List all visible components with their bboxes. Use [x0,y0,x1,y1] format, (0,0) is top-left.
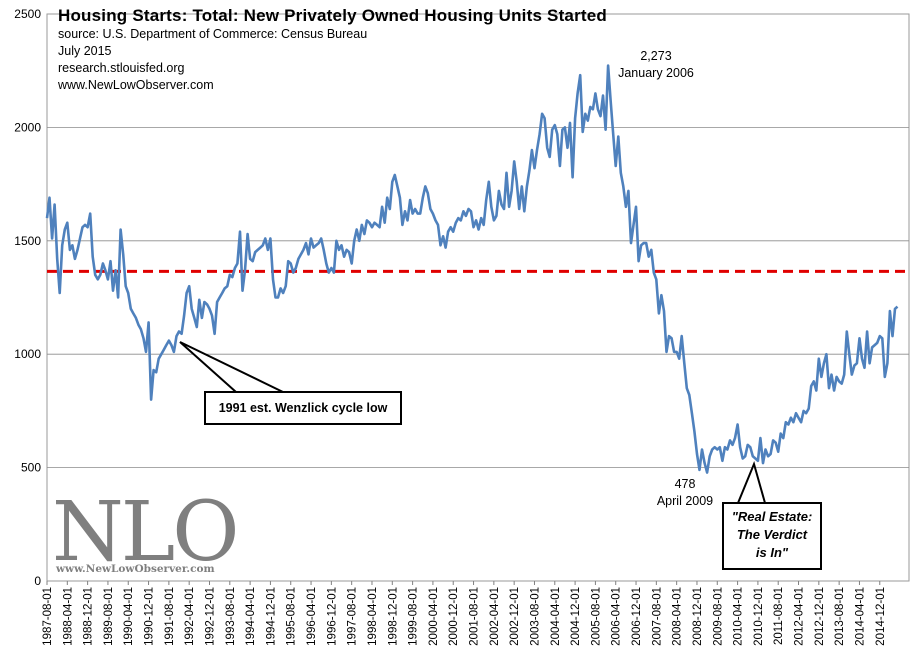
chart-header: Housing Starts: Total: New Privately Own… [58,6,607,94]
x-tick-label: 2006-12-01 [631,587,643,646]
x-tick-label: 1998-12-01 [387,587,399,646]
research-line: research.stlouisfed.org [58,61,185,75]
x-tick-label: 2003-08-01 [529,587,541,646]
x-tick-label: 1999-08-01 [408,587,420,646]
callout-verdict-line-1: "Real Estate: [731,509,813,524]
y-tick-label: 2000 [14,120,41,134]
source-line: source: U.S. Department of Commerce: Cen… [58,27,368,41]
y-tick-label: 500 [21,461,41,475]
x-tick-label: 2012-12-01 [814,587,826,646]
y-tick-label: 2500 [14,7,41,21]
callout-1991-text: 1991 est. Wenzlick cycle low [218,401,388,415]
series-line-housing-starts [45,64,899,474]
x-tick-label: 1988-04-01 [62,587,74,646]
x-tick-label: 2010-04-01 [733,587,745,646]
x-tick-label: 2008-12-01 [692,587,704,646]
y-tick-label: 0 [34,574,41,588]
x-tick-label: 2014-12-01 [875,587,887,646]
callout-verdict-line-3: is In" [755,545,789,560]
callout-1991-low: 1991 est. Wenzlick cycle low [204,391,402,425]
x-tick-label: 2004-12-01 [570,587,582,646]
x-tick-label: 2011-08-01 [773,587,785,645]
low-date-label: April 2009 [656,494,714,508]
peak-value-label: 2,273 [640,49,672,63]
x-tick-label: 2001-08-01 [469,587,481,646]
callout-pointer-verdict [737,460,766,504]
nlo-url: www.NewLowObserver.com [56,563,215,575]
y-tick-label: 1500 [14,234,41,248]
chart-title: Housing Starts: Total: New Privately Own… [58,6,607,25]
x-tick-label: 1991-08-01 [164,587,176,646]
callout-verdict: "Real Estate: The Verdict is In" [722,502,822,570]
nlo-logo: NLO [52,485,239,580]
peak-date-label: January 2006 [618,66,694,80]
peak-annotation: 2,273 January 2006 [615,48,697,82]
callout-pointer-1991 [179,341,284,393]
x-tick-label: 1995-08-01 [286,587,298,646]
x-tick-label: 1996-12-01 [326,587,338,646]
x-tick-label: 2010-12-01 [753,587,765,646]
x-tick-label: 1994-12-01 [265,587,277,646]
x-tick-label: 1987-08-01 [42,587,54,646]
low-annotation: 478 April 2009 [650,476,720,510]
x-tick-label: 2000-04-01 [428,587,440,646]
x-tick-label: 2005-08-01 [590,587,602,646]
x-tick-label: 2008-04-01 [672,587,684,646]
x-tick-label: 2013-08-01 [834,587,846,646]
x-tick-label: 2004-04-01 [550,587,562,646]
date-line: July 2015 [58,44,112,58]
x-tick-label: 1993-08-01 [225,587,237,646]
x-tick-label: 1992-12-01 [204,587,216,646]
x-tick-label: 2006-04-01 [611,587,623,646]
x-tick-label: 1998-04-01 [367,587,379,646]
x-tick-label: 2009-08-01 [712,587,724,646]
x-tick-label: 1997-08-01 [347,587,359,646]
x-tick-label: 2000-12-01 [448,587,460,646]
x-tick-label: 2002-04-01 [489,587,501,646]
y-tick-label: 1000 [14,347,41,361]
x-tick-label: 1988-12-01 [83,587,95,646]
x-tick-label: 1992-04-01 [184,587,196,646]
website-line: www.NewLowObserver.com [58,78,214,92]
callout-verdict-line-2: The Verdict [736,527,808,542]
x-tick-label: 1990-12-01 [144,587,156,646]
x-tick-label: 1989-08-01 [103,587,115,646]
x-tick-label: 2014-04-01 [854,587,866,646]
x-tick-label: 1990-04-01 [123,587,135,646]
low-value-label: 478 [674,477,696,491]
x-tick-label: 2007-08-01 [651,587,663,646]
x-tick-label: 2012-04-01 [794,587,806,646]
x-tick-label: 1996-04-01 [306,587,318,646]
x-tick-label: 2002-12-01 [509,587,521,646]
x-tick-label: 1994-04-01 [245,587,257,646]
